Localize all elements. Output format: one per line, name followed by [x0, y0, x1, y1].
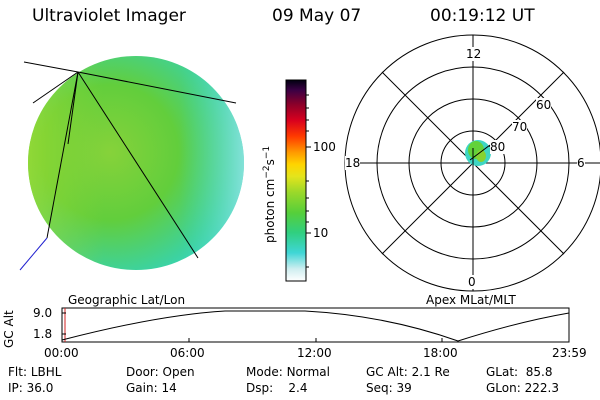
info-filter: Flt: LBHL [8, 365, 62, 379]
orbit-x-ticks [61, 312, 570, 342]
geo-grid-lines [23, 61, 237, 259]
info-gain: Gain: 14 [126, 381, 177, 395]
geo-grid-line-blue [19, 237, 48, 271]
mlat-label-80: 80 [490, 140, 506, 154]
mlt-label-12: 12 [466, 47, 482, 61]
apex-caption: Apex MLat/MLT [426, 293, 516, 307]
mlt-label-6: 6 [577, 156, 585, 170]
info-ip: IP: 36.0 [8, 381, 54, 395]
orbit-x-tick-0000: 00:00 [44, 346, 79, 360]
info-seq: Seq: 39 [366, 381, 412, 395]
orbit-y-tick-9: 9.0 [33, 306, 53, 320]
disk-limb [28, 56, 244, 270]
polar-aurora-blob [465, 140, 491, 168]
date-label: 09 May 07 [272, 6, 362, 26]
orbit-x-tick-1200: 12:00 [297, 346, 332, 360]
orbit-y-tick-1-8: 1.8 [33, 327, 53, 341]
instrument-title: Ultraviolet Imager [32, 6, 186, 26]
altitude-curve [61, 310, 570, 342]
orbit-y-axis-title: GC Alt [2, 310, 16, 348]
colorbar-tick-100: 100 [313, 140, 336, 154]
orbit-x-tick-2359: 23:59 [552, 346, 587, 360]
colorbar-tick-10: 10 [313, 226, 329, 240]
time-label: 00:19:12 UT [430, 6, 535, 26]
mlt-label-18: 18 [345, 156, 361, 170]
info-door: Door: Open [126, 365, 195, 379]
info-glat: GLat: 85.8 [486, 365, 553, 379]
info-dsp: Dsp: 2.4 [246, 381, 308, 395]
mlat-label-70: 70 [512, 120, 528, 134]
info-glon: GLon: 222.3 [486, 381, 559, 395]
mlt-label-0: 0 [468, 275, 476, 289]
orbit-x-tick-0600: 06:00 [170, 346, 205, 360]
info-mode: Mode: Normal [246, 365, 330, 379]
info-gc-alt: GC Alt: 2.1 Re [366, 365, 450, 379]
geographic-caption: Geographic Lat/Lon [68, 293, 186, 307]
mlat-label-60: 60 [536, 98, 552, 112]
orbit-x-tick-1800: 18:00 [423, 346, 458, 360]
colorbar-minor-ticks [306, 94, 309, 268]
